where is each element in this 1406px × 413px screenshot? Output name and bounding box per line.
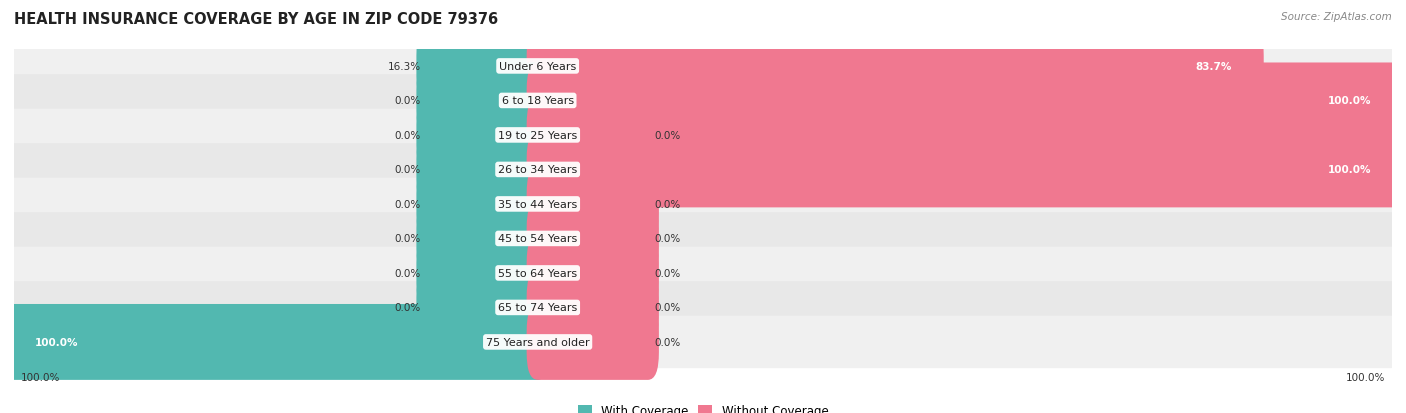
- Text: 0.0%: 0.0%: [394, 131, 420, 140]
- Text: 0.0%: 0.0%: [394, 96, 420, 106]
- Text: 0.0%: 0.0%: [655, 303, 681, 313]
- Text: 26 to 34 Years: 26 to 34 Years: [498, 165, 578, 175]
- FancyBboxPatch shape: [416, 98, 548, 173]
- FancyBboxPatch shape: [527, 63, 1403, 139]
- FancyBboxPatch shape: [10, 75, 1396, 127]
- Text: 100.0%: 100.0%: [1327, 96, 1371, 106]
- Text: 16.3%: 16.3%: [388, 62, 420, 72]
- FancyBboxPatch shape: [527, 132, 1403, 208]
- Text: 0.0%: 0.0%: [655, 131, 681, 140]
- FancyBboxPatch shape: [10, 144, 1396, 196]
- FancyBboxPatch shape: [416, 166, 548, 242]
- Text: 0.0%: 0.0%: [394, 303, 420, 313]
- FancyBboxPatch shape: [10, 316, 1396, 368]
- Text: 0.0%: 0.0%: [655, 234, 681, 244]
- Text: 75 Years and older: 75 Years and older: [486, 337, 589, 347]
- Text: 0.0%: 0.0%: [655, 337, 681, 347]
- FancyBboxPatch shape: [10, 178, 1396, 230]
- Text: 0.0%: 0.0%: [655, 199, 681, 209]
- Text: Under 6 Years: Under 6 Years: [499, 62, 576, 72]
- FancyBboxPatch shape: [416, 235, 548, 311]
- Text: HEALTH INSURANCE COVERAGE BY AGE IN ZIP CODE 79376: HEALTH INSURANCE COVERAGE BY AGE IN ZIP …: [14, 12, 498, 27]
- FancyBboxPatch shape: [527, 201, 659, 277]
- FancyBboxPatch shape: [416, 132, 548, 208]
- Text: 45 to 54 Years: 45 to 54 Years: [498, 234, 578, 244]
- FancyBboxPatch shape: [10, 109, 1396, 162]
- Text: 0.0%: 0.0%: [655, 268, 681, 278]
- FancyBboxPatch shape: [527, 270, 659, 346]
- FancyBboxPatch shape: [10, 282, 1396, 334]
- Text: 65 to 74 Years: 65 to 74 Years: [498, 303, 578, 313]
- Text: 0.0%: 0.0%: [394, 268, 420, 278]
- Text: 83.7%: 83.7%: [1195, 62, 1232, 72]
- FancyBboxPatch shape: [527, 304, 659, 380]
- Text: 0.0%: 0.0%: [394, 234, 420, 244]
- FancyBboxPatch shape: [416, 29, 548, 104]
- FancyBboxPatch shape: [416, 63, 548, 139]
- FancyBboxPatch shape: [527, 166, 659, 242]
- FancyBboxPatch shape: [416, 201, 548, 277]
- Text: 0.0%: 0.0%: [394, 199, 420, 209]
- FancyBboxPatch shape: [527, 98, 659, 173]
- FancyBboxPatch shape: [10, 40, 1396, 93]
- FancyBboxPatch shape: [10, 213, 1396, 265]
- FancyBboxPatch shape: [416, 270, 548, 346]
- Text: 100.0%: 100.0%: [1327, 165, 1371, 175]
- Text: 55 to 64 Years: 55 to 64 Years: [498, 268, 578, 278]
- Text: Source: ZipAtlas.com: Source: ZipAtlas.com: [1281, 12, 1392, 22]
- FancyBboxPatch shape: [10, 247, 1396, 299]
- Text: 0.0%: 0.0%: [394, 165, 420, 175]
- FancyBboxPatch shape: [527, 235, 659, 311]
- FancyBboxPatch shape: [527, 29, 1264, 104]
- FancyBboxPatch shape: [3, 304, 548, 380]
- Text: 100.0%: 100.0%: [35, 337, 79, 347]
- Text: 6 to 18 Years: 6 to 18 Years: [502, 96, 574, 106]
- Text: 35 to 44 Years: 35 to 44 Years: [498, 199, 578, 209]
- Text: 19 to 25 Years: 19 to 25 Years: [498, 131, 578, 140]
- Text: 100.0%: 100.0%: [21, 372, 60, 382]
- Legend: With Coverage, Without Coverage: With Coverage, Without Coverage: [578, 404, 828, 413]
- Text: 100.0%: 100.0%: [1346, 372, 1385, 382]
